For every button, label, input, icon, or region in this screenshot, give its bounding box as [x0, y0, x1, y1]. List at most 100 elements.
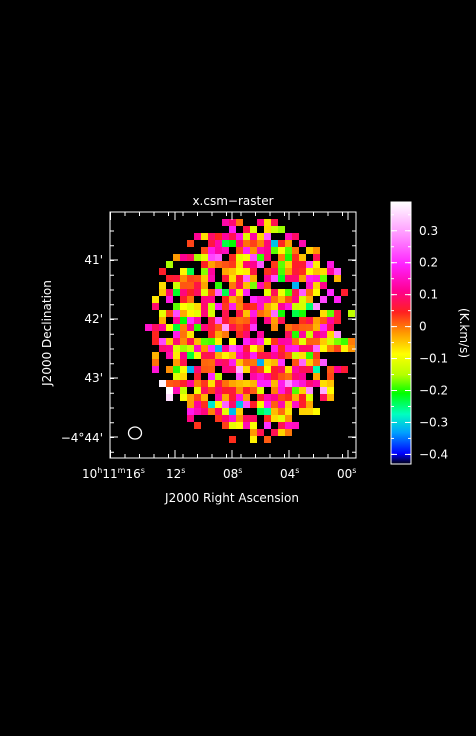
ra-seconds: 16: [125, 467, 140, 481]
y-axis-label: J2000 Declination: [40, 280, 54, 387]
heatmap-cell: [236, 289, 243, 296]
colorbar-ticks: [391, 214, 411, 455]
heatmap-cell: [292, 352, 299, 359]
heatmap-cell: [187, 394, 194, 401]
heatmap-cell: [327, 380, 334, 387]
heatmap-cell: [334, 310, 341, 317]
heatmap-cell: [229, 254, 236, 261]
heatmap-cell: [152, 352, 159, 359]
heatmap-cell: [320, 275, 327, 282]
heatmap-cell: [236, 366, 243, 373]
heatmap-cell: [180, 359, 187, 366]
heatmap-cell: [166, 387, 173, 394]
heatmap-cell: [299, 240, 306, 247]
heatmap-cell: [271, 310, 278, 317]
heatmap-cell: [215, 282, 222, 289]
heatmap-cell: [187, 331, 194, 338]
heatmap-cell: [250, 261, 257, 268]
heatmap-cell: [159, 380, 166, 387]
heatmap-cell: [285, 303, 292, 310]
heatmap-cell: [285, 240, 292, 247]
heatmap-cell: [243, 331, 250, 338]
heatmap-cell: [271, 268, 278, 275]
heatmap-cell: [271, 247, 278, 254]
heatmap-cell: [229, 219, 236, 226]
heatmap-cell: [292, 233, 299, 240]
heatmap-cell: [299, 275, 306, 282]
heatmap-cell: [222, 247, 229, 254]
heatmap-cell: [173, 387, 180, 394]
heatmap-cell: [173, 310, 180, 317]
heatmap-cell: [285, 401, 292, 408]
heatmap-cell: [271, 226, 278, 233]
x-tick-label: 08s: [223, 466, 242, 481]
heatmap-cell: [292, 345, 299, 352]
heatmap-cell: [229, 387, 236, 394]
heatmap-cell: [299, 338, 306, 345]
heatmap-cell: [341, 289, 348, 296]
heatmap-cell: [264, 436, 271, 443]
heatmap-cell: [194, 275, 201, 282]
heatmap-cell: [243, 401, 250, 408]
heatmap-cell: [327, 310, 334, 317]
heatmap-cell: [180, 387, 187, 394]
heatmap-cell: [180, 380, 187, 387]
heatmap-cell: [201, 247, 208, 254]
heatmap-cell: [173, 366, 180, 373]
heatmap-cell: [236, 282, 243, 289]
heatmap-cell: [222, 359, 229, 366]
heatmap-cell: [229, 436, 236, 443]
heatmap-cell: [257, 380, 264, 387]
heatmap-cell: [166, 275, 173, 282]
heatmap-cell: [180, 331, 187, 338]
heatmap-cell: [299, 296, 306, 303]
colorbar-tick-label: −0.3: [419, 415, 448, 429]
heatmap-cell: [229, 324, 236, 331]
heatmap-cell: [278, 408, 285, 415]
heatmap-cell: [215, 247, 222, 254]
heatmap-cell: [243, 394, 250, 401]
heatmap-cell: [334, 366, 341, 373]
heatmap-cell: [285, 331, 292, 338]
heatmap-cell: [257, 345, 264, 352]
heatmap-cell: [236, 310, 243, 317]
heatmap-cell: [152, 366, 159, 373]
heatmap-cell: [313, 275, 320, 282]
heatmap-cell: [215, 408, 222, 415]
heatmap-cell: [201, 254, 208, 261]
heatmap-cell: [306, 394, 313, 401]
heatmap-cell: [180, 268, 187, 275]
heatmap-cell: [201, 261, 208, 268]
heatmap-cell: [243, 338, 250, 345]
heatmap-cell: [271, 219, 278, 226]
heatmap-cell: [257, 352, 264, 359]
heatmap-cell: [194, 352, 201, 359]
heatmap-cell: [285, 394, 292, 401]
heatmap-cell: [250, 226, 257, 233]
heatmap-cell: [292, 296, 299, 303]
heatmap-cell: [229, 275, 236, 282]
heatmap-cell: [341, 366, 348, 373]
heatmap-cell: [236, 268, 243, 275]
heatmap-cell: [278, 387, 285, 394]
heatmap-cell: [313, 352, 320, 359]
heatmap-cell: [306, 380, 313, 387]
heatmap-cell: [222, 345, 229, 352]
heatmap-cell: [313, 268, 320, 275]
heatmap-cell: [271, 429, 278, 436]
heatmap-cell: [306, 352, 313, 359]
heatmap-cell: [236, 387, 243, 394]
heatmap-cell: [299, 268, 306, 275]
heatmap-cell: [236, 324, 243, 331]
heatmap-cell: [299, 408, 306, 415]
heatmap-cell: [250, 282, 257, 289]
heatmap-cell: [229, 240, 236, 247]
heatmap-cell: [208, 352, 215, 359]
heatmap-cell: [327, 289, 334, 296]
heatmap-cell: [166, 338, 173, 345]
heatmap-cell: [152, 331, 159, 338]
heatmap-cell: [187, 338, 194, 345]
heatmap-cell: [348, 310, 355, 317]
heatmap-cell: [306, 324, 313, 331]
heatmap-cell: [327, 261, 334, 268]
